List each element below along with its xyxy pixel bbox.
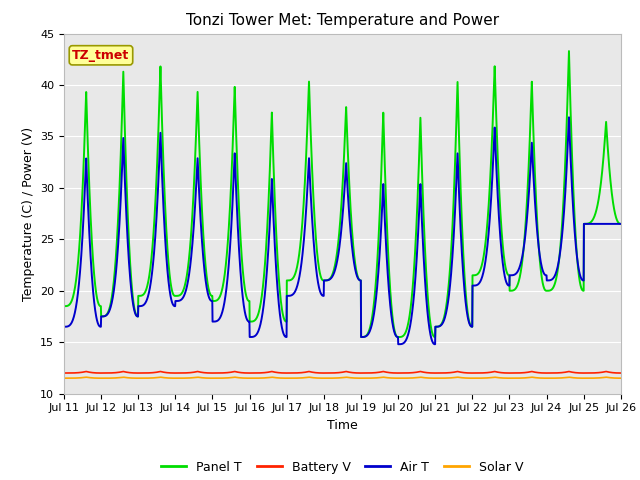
Y-axis label: Temperature (C) / Power (V): Temperature (C) / Power (V) bbox=[22, 127, 35, 300]
Solar V bbox=[359, 375, 367, 381]
Battery V bbox=[83, 369, 90, 374]
Panel T bbox=[371, 292, 379, 298]
Solar V bbox=[60, 375, 68, 381]
Line: Air T: Air T bbox=[64, 117, 621, 344]
Panel T bbox=[565, 48, 573, 54]
Panel T bbox=[357, 334, 365, 340]
Solar V bbox=[584, 375, 591, 381]
Air T bbox=[358, 334, 366, 340]
Solar V bbox=[568, 375, 575, 381]
Battery V bbox=[584, 370, 591, 376]
Battery V bbox=[568, 369, 575, 375]
Air T bbox=[394, 341, 402, 347]
Battery V bbox=[60, 370, 68, 376]
Panel T bbox=[584, 221, 591, 227]
Line: Panel T: Panel T bbox=[64, 51, 621, 337]
Solar V bbox=[504, 375, 512, 381]
Panel T bbox=[568, 154, 576, 159]
Solar V bbox=[216, 375, 223, 381]
Air T bbox=[60, 324, 68, 330]
Air T bbox=[216, 316, 223, 322]
Battery V bbox=[504, 370, 512, 376]
Legend: Panel T, Battery V, Air T, Solar V: Panel T, Battery V, Air T, Solar V bbox=[156, 456, 529, 479]
X-axis label: Time: Time bbox=[327, 419, 358, 432]
Title: Tonzi Tower Met: Temperature and Power: Tonzi Tower Met: Temperature and Power bbox=[186, 13, 499, 28]
Battery V bbox=[359, 370, 367, 376]
Text: TZ_tmet: TZ_tmet bbox=[72, 49, 130, 62]
Solar V bbox=[83, 374, 90, 380]
Panel T bbox=[504, 272, 512, 278]
Panel T bbox=[60, 303, 68, 309]
Air T bbox=[568, 186, 576, 192]
Panel T bbox=[359, 334, 367, 340]
Line: Solar V: Solar V bbox=[64, 377, 621, 378]
Air T bbox=[584, 221, 591, 227]
Panel T bbox=[216, 295, 223, 300]
Line: Battery V: Battery V bbox=[64, 372, 621, 373]
Panel T bbox=[617, 221, 625, 227]
Solar V bbox=[617, 375, 625, 381]
Air T bbox=[504, 283, 512, 288]
Air T bbox=[565, 114, 573, 120]
Solar V bbox=[371, 375, 379, 381]
Battery V bbox=[216, 370, 223, 376]
Air T bbox=[371, 307, 378, 313]
Air T bbox=[617, 221, 625, 227]
Battery V bbox=[617, 370, 625, 376]
Battery V bbox=[371, 370, 379, 376]
